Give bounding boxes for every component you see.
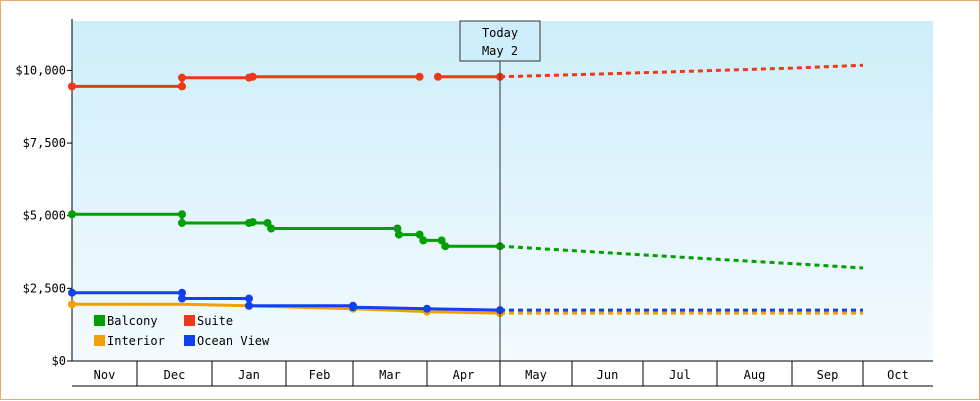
ocean-view-point <box>423 304 431 313</box>
legend-swatch-suite <box>184 315 195 326</box>
legend-label-ocean-view: Ocean View <box>197 334 270 348</box>
suite-point <box>178 73 186 82</box>
ocean-view-point <box>178 294 186 303</box>
balcony-point <box>178 210 186 219</box>
suite-point <box>178 82 186 91</box>
y-tick-label: $2,500 <box>23 281 66 295</box>
month-label: Apr <box>453 368 475 382</box>
month-label: Dec <box>164 368 186 382</box>
suite-point <box>415 72 424 81</box>
balcony-point <box>415 230 424 239</box>
balcony-point <box>267 224 276 233</box>
balcony-point <box>248 218 257 227</box>
month-label: Jun <box>597 368 619 382</box>
today-date: May 2 <box>482 44 518 58</box>
suite-actual-line <box>72 75 420 88</box>
month-label: Jul <box>669 368 691 382</box>
month-label: Aug <box>744 368 766 382</box>
month-label: May <box>525 368 547 382</box>
legend-label-balcony: Balcony <box>107 314 158 328</box>
balcony-point <box>393 224 402 233</box>
month-label: Jan <box>238 368 260 382</box>
interior-point <box>68 300 76 309</box>
suite-point <box>433 72 442 81</box>
month-label: Oct <box>887 368 909 382</box>
suite-forecast-line <box>499 63 864 79</box>
legend-label-interior: Interior <box>107 334 165 348</box>
ocean-view-point <box>349 303 357 312</box>
month-label: Feb <box>309 368 331 382</box>
legend-swatch-balcony <box>94 315 105 326</box>
balcony-point <box>68 210 76 219</box>
balcony-point <box>441 242 450 251</box>
ocean-view-point <box>68 288 76 297</box>
balcony-point <box>437 236 446 245</box>
legend-swatch-ocean-view <box>184 335 195 346</box>
balcony-forecast-line <box>499 244 864 270</box>
y-tick-label: $7,500 <box>23 136 66 150</box>
month-label: Nov <box>94 368 116 382</box>
today-label: Today <box>482 26 518 40</box>
ocean-view-point <box>245 294 253 303</box>
balcony-point <box>419 236 428 245</box>
month-label: Sep <box>817 368 839 382</box>
legend-label-suite: Suite <box>197 314 233 328</box>
suite-point <box>248 72 257 81</box>
today-box <box>459 20 541 62</box>
ocean-view-point <box>178 288 186 297</box>
balcony-point <box>394 230 403 239</box>
y-tick-label: $10,000 <box>15 63 66 77</box>
y-tick-label: $0 <box>52 354 66 368</box>
balcony-point <box>178 218 186 227</box>
y-tick-label: $5,000 <box>23 209 66 223</box>
ocean-view-point <box>245 301 253 310</box>
suite-point <box>68 82 76 91</box>
month-label: Mar <box>379 368 401 382</box>
legend-swatch-interior <box>94 335 105 346</box>
